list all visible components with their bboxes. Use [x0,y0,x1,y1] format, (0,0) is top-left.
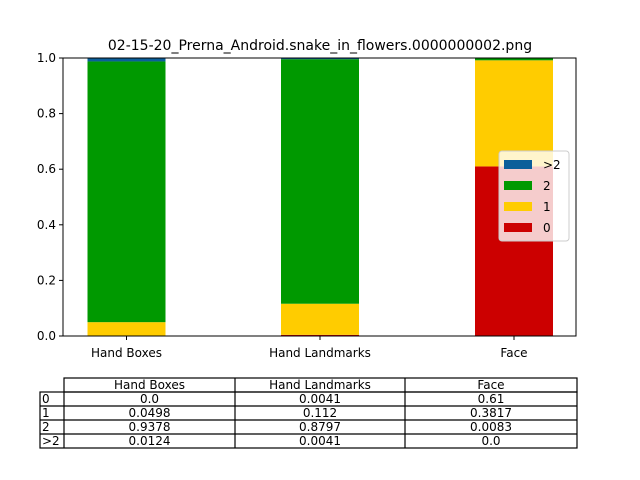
table-cell: 0.61 [478,392,505,406]
legend-swatch [504,160,532,169]
bar-segment [87,58,166,62]
table-row-label: >2 [42,434,60,448]
legend-label: 2 [543,179,551,193]
table-cell: 0.0041 [299,392,341,406]
bar-segment [281,334,359,336]
legend-label: 0 [543,221,551,235]
y-tick-label: 0.8 [37,107,56,121]
table-cell: 0.0083 [470,420,512,434]
bar-segment [87,322,166,336]
table-cell: 0.3817 [470,406,512,420]
bar-segment [87,61,166,323]
table-cell: 0.0 [481,434,500,448]
chart-title: 02-15-20_Prerna_Android.snake_in_flowers… [108,38,532,54]
table-cell: 0.0 [140,392,159,406]
table-column-header: Hand Boxes [114,378,185,392]
x-tick-label: Hand Landmarks [269,346,371,360]
table-row-label: 1 [42,406,50,420]
table-row-label: 0 [42,392,50,406]
table-column-header: Hand Landmarks [269,378,371,392]
x-tick-label: Hand Boxes [91,346,162,360]
y-tick-label: 0.0 [37,329,56,343]
bars [87,58,553,336]
bar-segment [475,60,553,167]
legend-box [498,150,570,242]
bar-segment [281,59,359,304]
bar-segment [475,58,553,61]
table-cell: 0.8797 [299,420,341,434]
x-axis: Hand Boxes Hand Landmarks Face [91,336,528,360]
x-tick-label: Face [500,346,527,360]
y-tick-label: 0.4 [37,218,56,232]
table-cell: 0.0124 [129,434,171,448]
table-row-label: 2 [42,420,50,434]
legend-swatch [504,202,532,211]
table-cell: 0.112 [303,406,337,420]
legend-swatch [504,223,532,232]
legend-swatch [504,181,532,190]
legend-label: >2 [543,158,561,172]
y-tick-label: 0.2 [37,273,56,287]
y-axis: 0.0 0.2 0.4 0.6 0.8 1.0 [37,51,63,343]
table-cell: 0.0041 [299,434,341,448]
y-tick-label: 0.6 [37,162,56,176]
legend: >2 2 1 0 [498,150,570,242]
bar-segment [281,58,359,60]
bar-segment [281,303,359,335]
table-cell: 0.9378 [129,420,171,434]
table-column-header: Face [477,378,504,392]
legend-label: 1 [543,200,551,214]
table-cell: 0.0498 [129,406,171,420]
y-tick-label: 1.0 [37,51,56,65]
